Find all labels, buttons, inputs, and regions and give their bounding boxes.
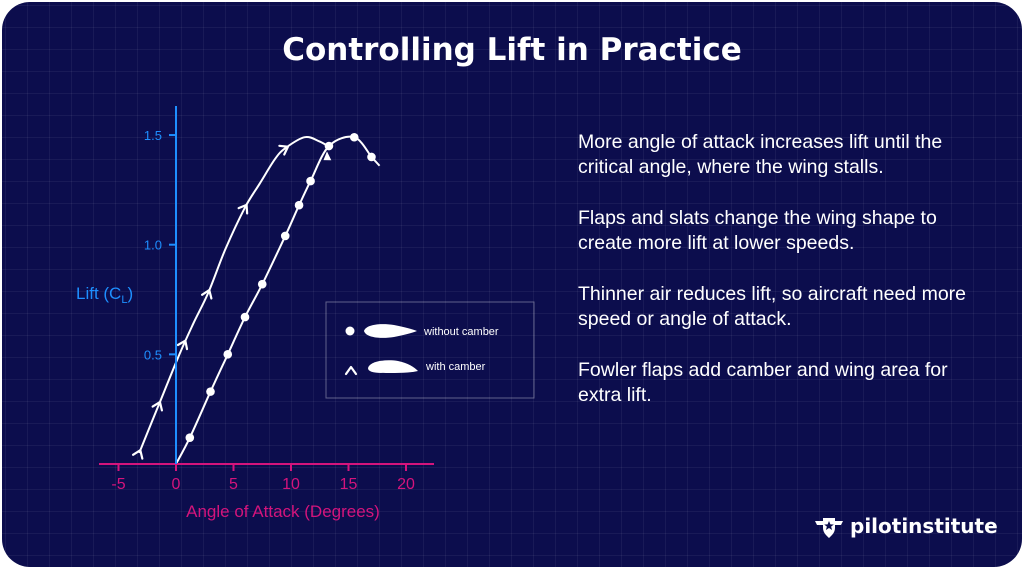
without-camber-point bbox=[306, 176, 315, 186]
note-thinner-air: Thinner air reduces lift, so aircraft ne… bbox=[578, 283, 967, 330]
legend-circle-marker bbox=[345, 326, 355, 336]
series-layer bbox=[131, 132, 381, 465]
without-camber-point bbox=[223, 350, 233, 359]
legend-symmetric-airfoil bbox=[364, 324, 417, 338]
y-tick-label: 1.5 bbox=[144, 128, 162, 143]
with-camber-chevron bbox=[237, 203, 249, 215]
series-with-camber-line bbox=[138, 136, 332, 454]
brand-logo: pilotinstitute bbox=[814, 511, 998, 541]
with-camber-chevron bbox=[200, 289, 213, 300]
legend-label-without-camber: without camber bbox=[423, 326, 499, 338]
notes-panel: More angle of attack increases lift unti… bbox=[578, 130, 978, 434]
note-fowler-flaps: Fowler flaps add camber and wing area fo… bbox=[578, 359, 948, 406]
legend-cambered-airfoil bbox=[368, 360, 418, 373]
with-camber-end-arrow bbox=[323, 151, 332, 161]
y-axis-title: Lift (CL) bbox=[76, 284, 133, 306]
y-tick-label: 1.0 bbox=[144, 238, 162, 253]
without-camber-point bbox=[367, 152, 376, 162]
axis-layer: -5 0 5 10 15 20 0.5 1.0 1.5 bbox=[99, 106, 434, 493]
y-axis-title-close: ) bbox=[127, 284, 133, 303]
x-tick-label: 20 bbox=[397, 476, 415, 493]
with-camber-chevron bbox=[151, 400, 164, 412]
y-axis-title-subscript: L bbox=[121, 294, 127, 306]
without-camber-point bbox=[206, 387, 215, 396]
without-camber-point bbox=[280, 231, 290, 241]
note-angle-of-attack: More angle of attack increases lift unti… bbox=[578, 131, 943, 178]
without-camber-point bbox=[185, 433, 195, 442]
x-tick-label: 0 bbox=[172, 476, 181, 493]
x-tick-label: 15 bbox=[340, 476, 358, 493]
with-camber-chevron bbox=[131, 449, 144, 460]
with-camber-chevron bbox=[278, 144, 290, 156]
x-tick-label: 10 bbox=[282, 476, 300, 493]
legend-chevron-marker bbox=[344, 365, 358, 376]
x-tick-label: -5 bbox=[111, 476, 125, 493]
legend-box bbox=[325, 301, 535, 399]
with-camber-chevron bbox=[176, 339, 189, 351]
without-camber-point bbox=[240, 312, 250, 322]
note-flaps-slats: Flaps and slats change the wing shape to… bbox=[578, 207, 937, 254]
wings-star-icon bbox=[815, 518, 843, 538]
page-title: Controlling Lift in Practice bbox=[282, 32, 742, 68]
without-camber-point bbox=[349, 132, 359, 142]
without-camber-point bbox=[257, 279, 267, 289]
legend-label-with-camber: with camber bbox=[425, 361, 486, 373]
x-axis-title: Angle of Attack (Degrees) bbox=[186, 502, 380, 521]
without-camber-point bbox=[294, 200, 304, 210]
legend: without camber with camber bbox=[325, 301, 535, 399]
y-tick-label: 0.5 bbox=[144, 347, 162, 362]
y-axis-title-main: Lift (C bbox=[76, 284, 121, 303]
brand-name: pilotinstitute bbox=[850, 514, 998, 538]
x-tick-label: 5 bbox=[229, 476, 238, 493]
